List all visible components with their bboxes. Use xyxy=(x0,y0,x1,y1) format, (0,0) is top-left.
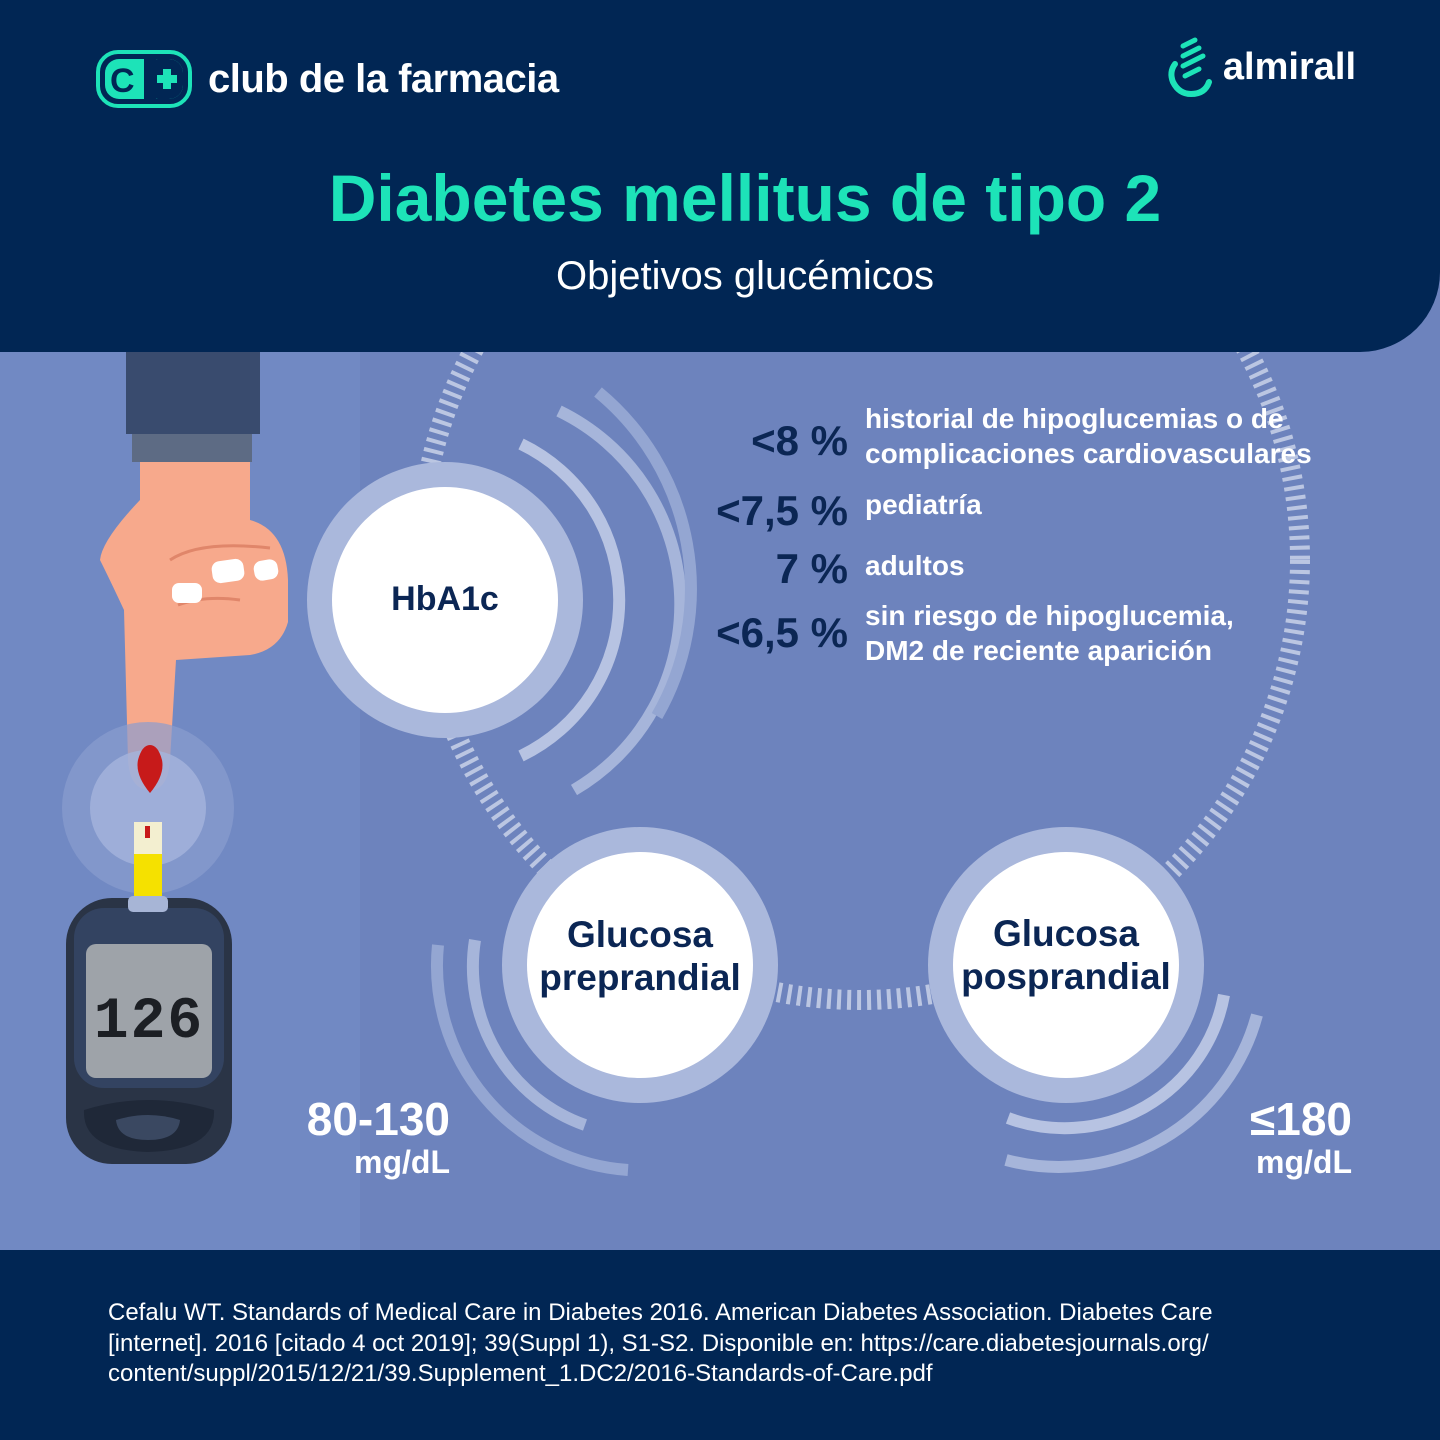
blood-drop-icon xyxy=(137,745,163,793)
almirall-logo-icon xyxy=(1168,37,1212,98)
brand-left-name: club de la farmacia xyxy=(208,56,559,101)
hba1c-label: HbA1c xyxy=(391,580,499,618)
preprandial-label-line1: Glucosa xyxy=(567,914,713,955)
hba1c-target-description: adultos xyxy=(865,548,1385,583)
hba1c-target-description: pediatría xyxy=(865,487,1385,522)
hba1c-target-value: <8 % xyxy=(751,417,848,464)
hba1c-target-desc-line2: DM2 de reciente aparición xyxy=(865,635,1213,666)
club-de-la-farmacia-brand: C club de la farmacia xyxy=(96,50,559,108)
posprandial-label-line2: posprandial xyxy=(961,955,1171,997)
page-title: Diabetes mellitus de tipo 2 xyxy=(328,161,1162,235)
svg-text:C: C xyxy=(110,62,135,100)
hba1c-target-value: <6,5 % xyxy=(716,609,848,656)
hba1c-target-desc-line1: historial de hipoglucemias o de xyxy=(865,403,1284,434)
hba1c-target-desc-line1: pediatría xyxy=(865,489,982,520)
brand-right-name: almirall xyxy=(1222,45,1356,88)
preprandial-circle xyxy=(430,827,778,1176)
page-subtitle: Objetivos glucémicos xyxy=(556,254,934,298)
hba1c-target-description: sin riesgo de hipoglucemia, DM2 de recie… xyxy=(865,598,1385,668)
reference-line1: Cefalu WT. Standards of Medical Care in … xyxy=(108,1299,1213,1326)
hba1c-target-desc-line1: adultos xyxy=(865,550,965,581)
hba1c-circle xyxy=(307,387,697,796)
posprandial-label-line1: Glucosa xyxy=(993,913,1139,954)
preprandial-unit: mg/dL xyxy=(354,1144,450,1180)
hand-icon xyxy=(100,352,288,790)
footer-band xyxy=(0,1250,1440,1440)
posprandial-circle xyxy=(928,827,1263,1173)
posprandial-label: Glucosa posprandial xyxy=(946,913,1186,998)
preprandial-label-line2: preprandial xyxy=(539,956,741,998)
posprandial-number: ≤180 xyxy=(1250,1093,1352,1145)
hba1c-target-value: 7 % xyxy=(775,545,848,592)
hba1c-target-row: <7,5 % pediatría xyxy=(672,487,1385,534)
preprandial-number: 80-130 xyxy=(306,1093,450,1145)
glucometer-reading: 126 xyxy=(93,990,205,1055)
glucometer-icon xyxy=(66,896,232,1164)
reference-line2: [internet]. 2016 [citado 4 oct 2019]; 39… xyxy=(108,1329,1209,1357)
hba1c-target-row: <6,5 % sin riesgo de hipoglucemia, DM2 d… xyxy=(672,600,1385,668)
hba1c-target-desc-line1: sin riesgo de hipoglucemia, xyxy=(865,600,1234,631)
preprandial-value: 80-130 mg/dL xyxy=(250,1096,450,1178)
hba1c-target-value: <7,5 % xyxy=(716,487,848,534)
hba1c-target-description: historial de hipoglucemias o de complica… xyxy=(865,401,1385,471)
halo-inner xyxy=(90,750,206,866)
preprandial-label: Glucosa preprandial xyxy=(520,914,760,999)
posprandial-unit: mg/dL xyxy=(1256,1144,1352,1180)
posprandial-value: ≤180 mg/dL xyxy=(1150,1096,1352,1178)
hba1c-target-desc-line2: complicaciones cardiovasculares xyxy=(865,438,1312,469)
almirall-brand: almirall xyxy=(1165,36,1356,98)
hba1c-target-row: <8 % historial de hipoglucemias o de com… xyxy=(672,403,1385,471)
test-strip-icon xyxy=(134,822,162,904)
reference-line3: content/suppl/2015/12/21/39.Supplement_1… xyxy=(108,1360,933,1388)
hba1c-target-row: 7 % adultos xyxy=(672,548,1385,590)
club-de-la-farmacia-logo: C xyxy=(96,50,192,108)
reference-citation: Cefalu WT. Standards of Medical Care in … xyxy=(108,1298,1348,1390)
